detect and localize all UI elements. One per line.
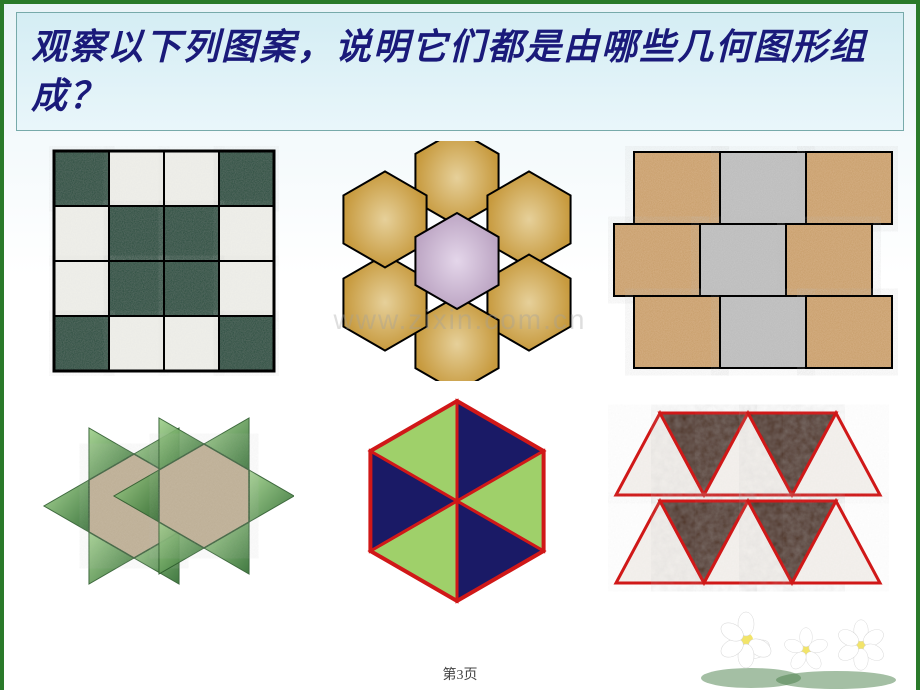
checkerboard-svg: [49, 146, 279, 376]
pattern-tri-hexagon: [315, 391, 598, 611]
question-title-box: 观察以下列图案，说明它们都是由哪些几何图形组成？: [16, 12, 904, 131]
pattern-bricks: [608, 141, 898, 381]
bricks-svg: [608, 146, 898, 376]
tri-hexagon-svg: [342, 396, 572, 606]
pattern-hex-flower: [315, 141, 598, 381]
patterns-grid: [4, 141, 916, 611]
pattern-tri-rows: [608, 391, 898, 611]
pattern-checkerboard: [22, 141, 305, 381]
question-title: 观察以下列图案，说明它们都是由哪些几何图形组成？: [31, 23, 889, 120]
pattern-star-hex: [22, 391, 305, 611]
tri-rows-svg: [608, 401, 898, 601]
hex-flower-svg: [327, 141, 587, 381]
star-hex-svg: [34, 396, 294, 606]
page-number: 第3页: [4, 664, 916, 684]
